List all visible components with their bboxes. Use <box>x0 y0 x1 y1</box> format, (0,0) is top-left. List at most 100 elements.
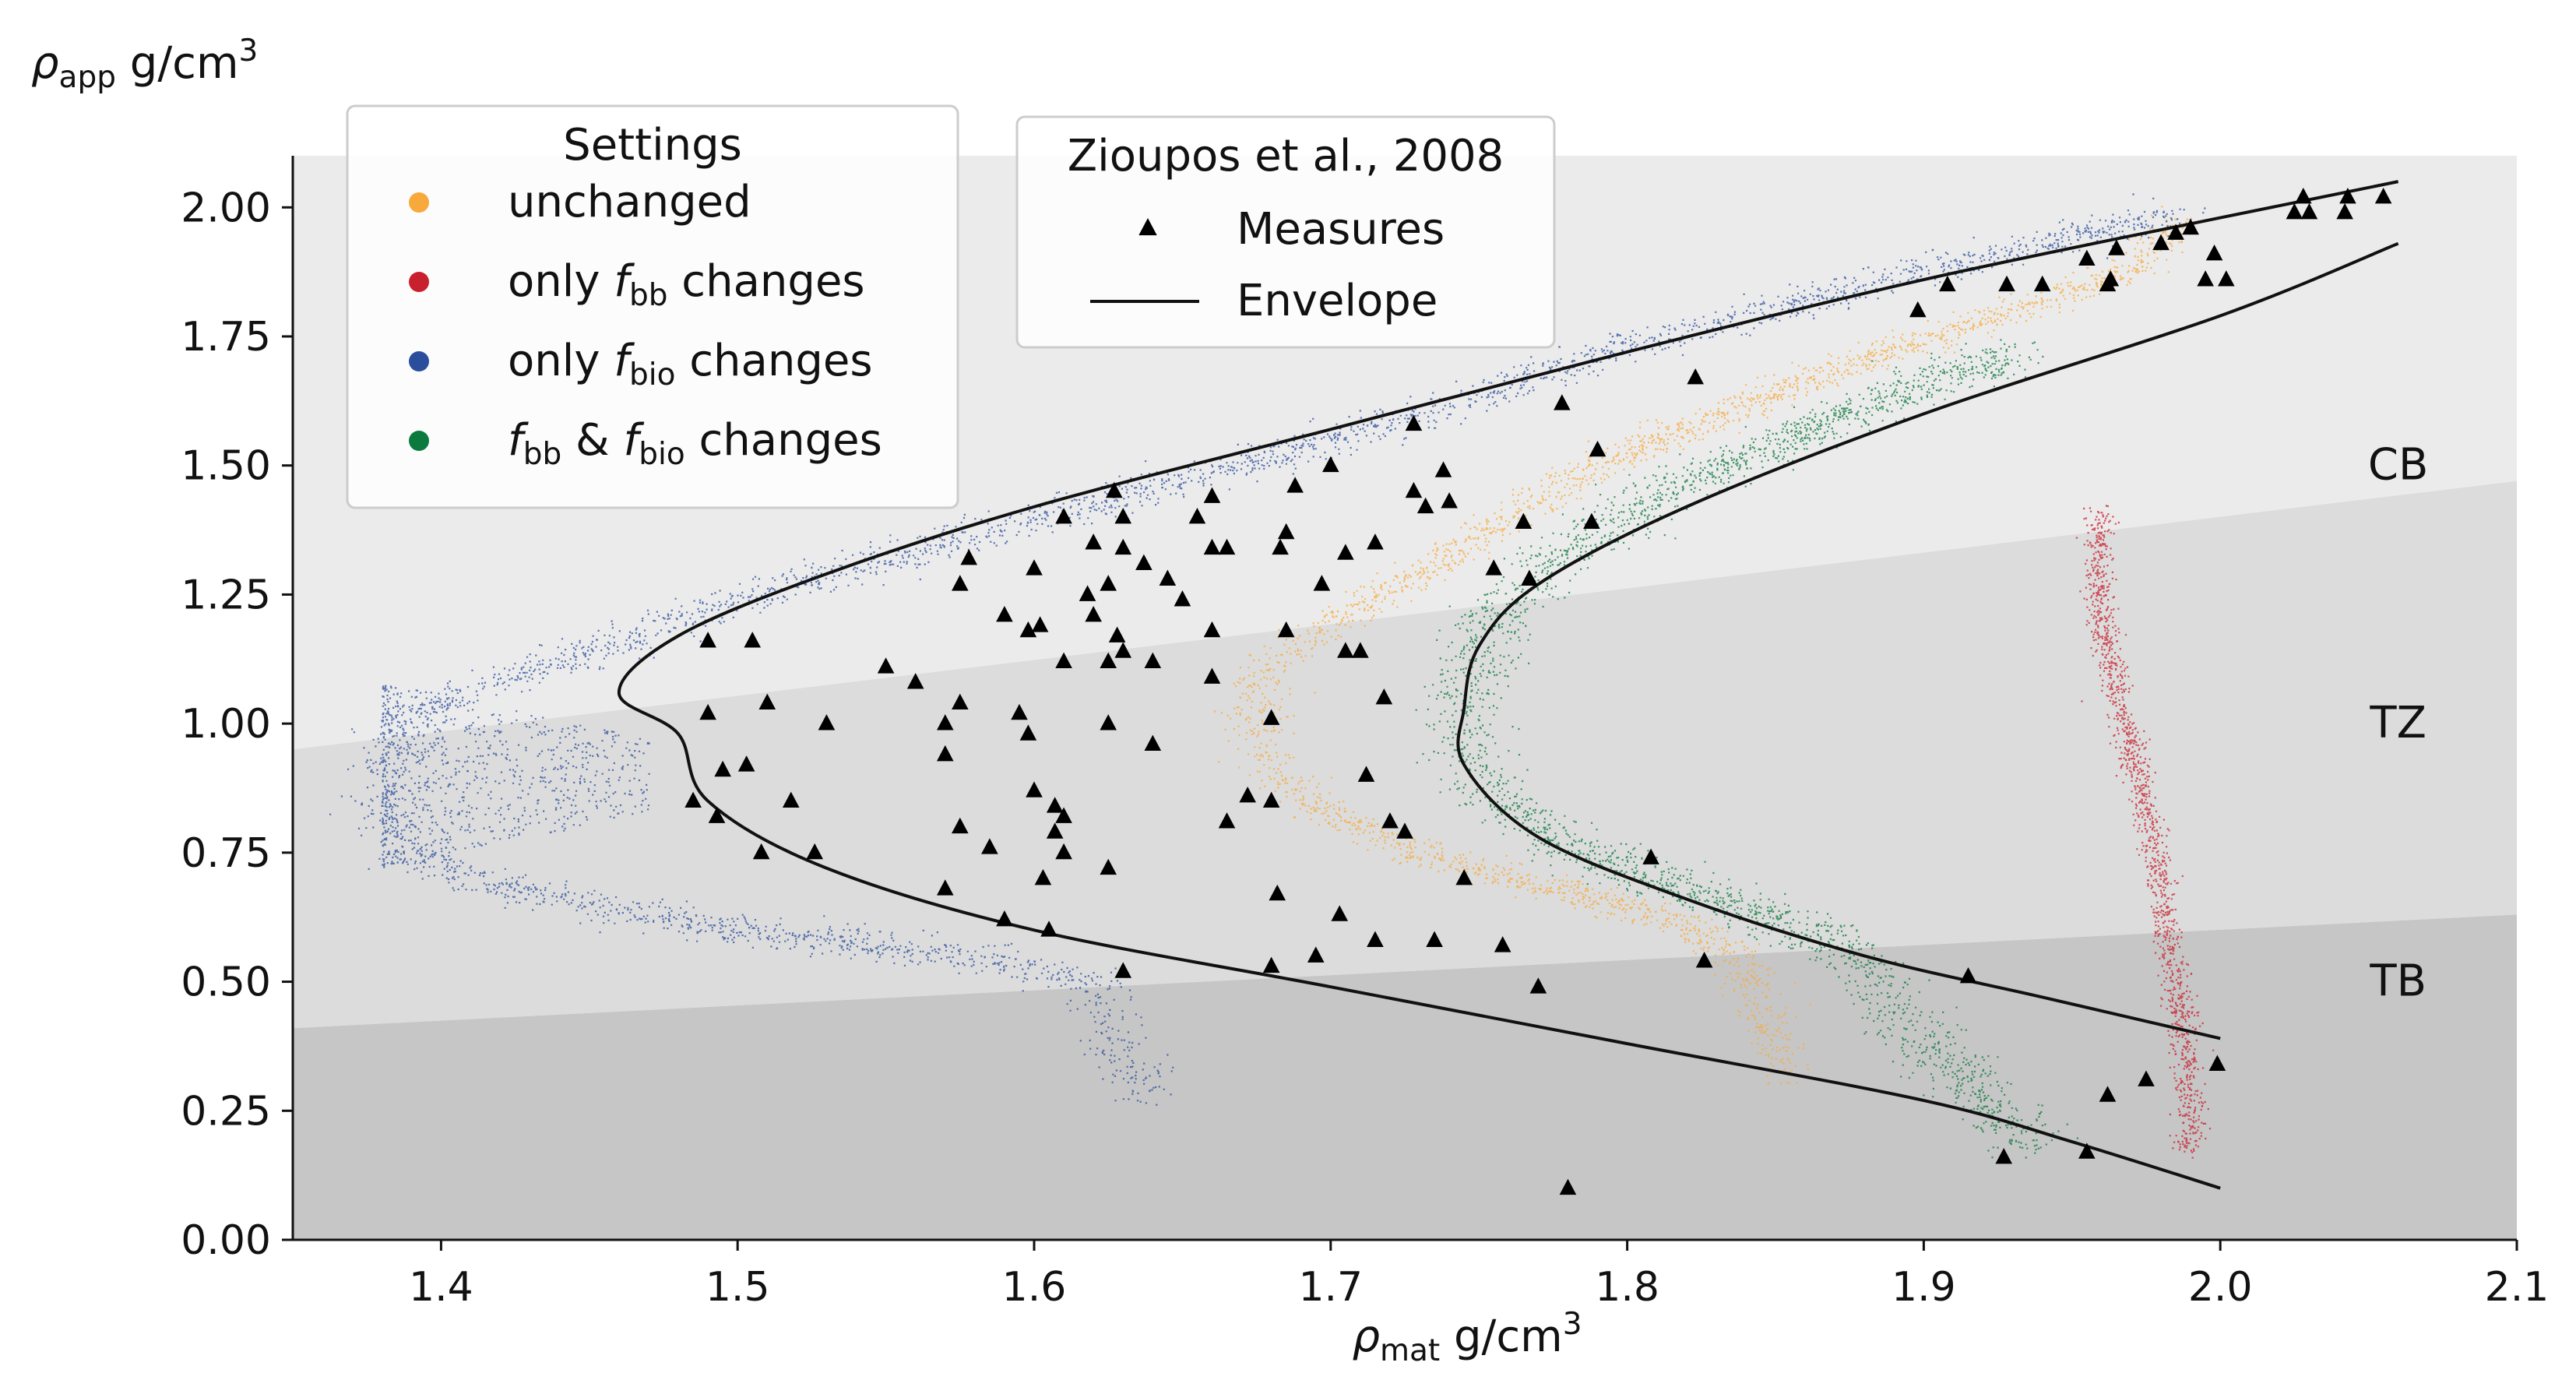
measure-marker <box>758 693 776 710</box>
measure-marker <box>2205 244 2223 261</box>
measure-marker <box>952 575 969 591</box>
measure-marker <box>1085 533 1102 550</box>
measure-marker <box>699 703 716 720</box>
region-labels: CB TZ TB <box>2368 440 2429 1007</box>
measure-marker <box>744 632 762 648</box>
measure-marker <box>2339 188 2356 204</box>
envelope-curves <box>617 180 2399 1190</box>
measure-marker <box>1322 456 1339 473</box>
envelope-left-curve <box>617 180 2399 1190</box>
measure-marker <box>1108 626 1126 642</box>
measure-marker <box>1144 652 1162 668</box>
measure-marker <box>1055 807 1072 823</box>
measure-marker <box>1939 275 1956 292</box>
measure-marker <box>752 843 770 860</box>
measure-marker <box>2033 275 2051 292</box>
measure-marker <box>1455 869 1473 885</box>
region-label-tb: TB <box>2369 956 2426 1007</box>
measure-marker <box>1695 952 1713 968</box>
measure-marker <box>1031 616 1049 632</box>
measure-marker <box>1100 652 1117 668</box>
measure-marker <box>1100 575 1117 591</box>
measure-marker <box>2286 202 2303 220</box>
measure-marker <box>1100 714 1117 730</box>
legend-marker <box>409 272 429 292</box>
y-tick-label: 1.25 <box>181 572 271 618</box>
measure-marker <box>2374 188 2392 204</box>
region-label-cb: CB <box>2368 440 2429 491</box>
measure-marker <box>1337 642 1354 658</box>
legend-marker <box>409 351 429 371</box>
x-tick-label: 1.5 <box>706 1264 770 1311</box>
measure-marker <box>1174 590 1191 607</box>
measure-marker <box>1515 512 1533 530</box>
measure-marker <box>1011 703 1028 720</box>
x-tick-label: 1.7 <box>1298 1264 1363 1311</box>
measure-marker <box>1114 642 1132 658</box>
series-points <box>2075 505 2215 1159</box>
measure-marker <box>1046 797 1064 813</box>
settings-legend-entry: only fbb changes <box>508 256 865 313</box>
measure-marker <box>737 755 755 772</box>
x-tick-label: 1.9 <box>1892 1264 1956 1311</box>
measure-marker <box>1218 812 1236 829</box>
legend-marker <box>409 431 429 451</box>
measure-marker <box>1331 905 1349 921</box>
measure-marker <box>1135 554 1153 571</box>
measure-marker <box>1079 585 1096 601</box>
measure-marker <box>1367 533 1384 550</box>
measure-marker <box>996 605 1013 622</box>
legend-marker <box>409 192 429 213</box>
measure-marker <box>1909 301 1927 318</box>
measure-marker <box>936 745 954 762</box>
measure-marker <box>2208 1054 2226 1072</box>
measure-marker <box>1485 559 1503 576</box>
measure-marker <box>708 807 726 823</box>
measure-marker <box>2102 270 2120 287</box>
measure-marker <box>2300 202 2318 220</box>
measure-marker <box>2138 1070 2155 1086</box>
measure-marker <box>1352 642 1369 658</box>
measure-marker <box>714 760 731 777</box>
x-tick-label: 2.1 <box>2485 1264 2550 1311</box>
region-band-tz <box>293 481 2517 1029</box>
measure-marker <box>1218 538 1236 555</box>
measure-marker <box>806 843 824 860</box>
measure-marker <box>1019 621 1037 638</box>
measure-marker <box>1687 368 1704 385</box>
measure-marker <box>1367 931 1384 947</box>
measure-marker <box>1313 575 1331 591</box>
measure-marker <box>1203 621 1221 638</box>
measure-marker <box>1998 275 2015 292</box>
series-only-f-bb-changes <box>2075 505 2215 1159</box>
x-tick-label: 1.4 <box>409 1264 473 1311</box>
measure-marker <box>996 910 1013 927</box>
envelope-right-curve <box>1456 241 2399 1040</box>
simulated-point-clouds <box>329 193 2215 1159</box>
measure-marker <box>2078 1142 2096 1159</box>
y-axis-label: ρapp g/cm3 <box>31 33 258 95</box>
measure-marker <box>1106 481 1123 498</box>
region-label-tz: TZ <box>2369 698 2426 748</box>
x-tick-label: 1.6 <box>1002 1264 1067 1311</box>
measure-marker <box>1357 766 1375 782</box>
measure-marker <box>1277 621 1295 638</box>
y-tick-label: 2.00 <box>181 185 271 231</box>
settings-legend-entry: only fbio changes <box>508 336 873 393</box>
measure-marker <box>1026 781 1043 797</box>
measure-marker <box>952 817 969 834</box>
measure-marker <box>1959 966 1977 984</box>
measure-marker <box>1269 884 1286 901</box>
measure-marker <box>1188 508 1206 524</box>
measure-marker <box>1521 569 1538 586</box>
measure-marker <box>1055 843 1072 860</box>
reference-legend-box <box>1015 115 1556 349</box>
measure-marker <box>1405 481 1423 498</box>
measure-marker <box>1046 822 1064 839</box>
y-tick-label: 1.50 <box>181 443 271 490</box>
measure-marker <box>1554 394 1571 410</box>
measure-marker <box>906 673 924 689</box>
measure-marker <box>1100 858 1117 875</box>
measure-marker <box>1441 492 1458 509</box>
axes: 1.4 1.5 1.6 1.7 1.8 1.9 2.0 2.1 0.00 0.25 0.50 0.75… <box>31 33 2549 1368</box>
